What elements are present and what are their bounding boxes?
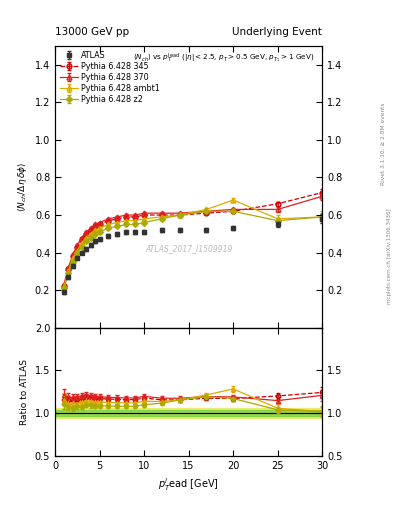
Legend: ATLAS, Pythia 6.428 345, Pythia 6.428 370, Pythia 6.428 ambt1, Pythia 6.428 z2: ATLAS, Pythia 6.428 345, Pythia 6.428 37… (58, 49, 161, 105)
Y-axis label: Ratio to ATLAS: Ratio to ATLAS (20, 359, 29, 424)
Y-axis label: $\langle N_{ch} / \Delta\eta\,\delta\phi \rangle$: $\langle N_{ch} / \Delta\eta\,\delta\phi… (16, 162, 29, 212)
Text: $\langle N_{ch}\rangle$ vs $p_T^{\rm lead}$ ($|\eta|<2.5$, $p_T>0.5$ GeV, $p_{T_: $\langle N_{ch}\rangle$ vs $p_T^{\rm lea… (133, 52, 314, 65)
Text: mcplots.cern.ch [arXiv:1306.3436]: mcplots.cern.ch [arXiv:1306.3436] (387, 208, 392, 304)
Bar (55, 408, 322, 418)
Bar (55, 411, 322, 416)
Text: Underlying Event: Underlying Event (232, 27, 322, 37)
Text: ATLAS_2017_I1509919: ATLAS_2017_I1509919 (145, 244, 232, 253)
X-axis label: $p_T^l{\rm ead}$ [GeV]: $p_T^l{\rm ead}$ [GeV] (158, 476, 219, 493)
Text: Rivet 3.1.10, ≥ 2.8M events: Rivet 3.1.10, ≥ 2.8M events (381, 102, 386, 185)
Text: 13000 GeV pp: 13000 GeV pp (55, 27, 129, 37)
